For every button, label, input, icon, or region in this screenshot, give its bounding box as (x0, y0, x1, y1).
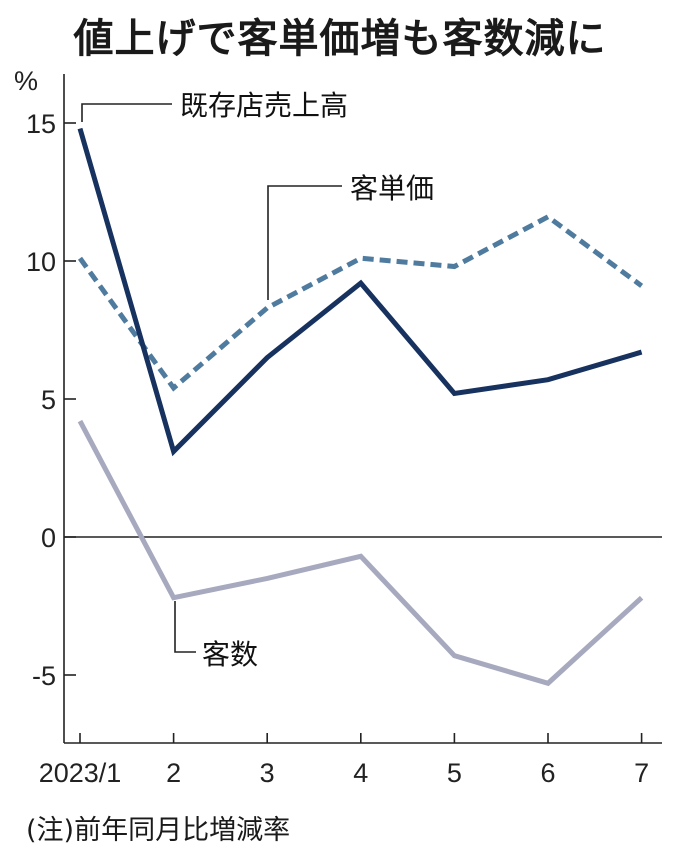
y-tick-label: -5 (32, 661, 56, 691)
y-tick-label: 10 (26, 247, 56, 277)
x-tick-label: 6 (540, 758, 555, 788)
y-tick-label: 5 (41, 385, 56, 415)
x-tick-label: 2023/1 (39, 758, 122, 788)
series-label: 客数 (202, 638, 258, 671)
callout-leader (174, 601, 196, 653)
x-tick-label: 4 (353, 758, 368, 788)
y-tick-label: 15 (26, 109, 56, 139)
chart-title: 値上げで客単価増も客数減に (73, 16, 607, 62)
footnote: (注)前年同月比増減率 (26, 815, 291, 846)
callout-leader (267, 185, 342, 300)
series-line-1 (77, 213, 644, 392)
x-tick-label: 5 (447, 758, 462, 788)
x-tick-label: 7 (634, 758, 649, 788)
y-tick-label: 0 (41, 523, 56, 553)
series-line-2 (77, 419, 644, 687)
x-tick-label: 2 (166, 758, 181, 788)
callout-leader (81, 103, 172, 122)
series-label: 既存店売上高 (180, 89, 348, 122)
series-label: 客単価 (350, 172, 434, 205)
x-tick-label: 3 (260, 758, 275, 788)
y-axis-unit-label: % (14, 66, 38, 96)
